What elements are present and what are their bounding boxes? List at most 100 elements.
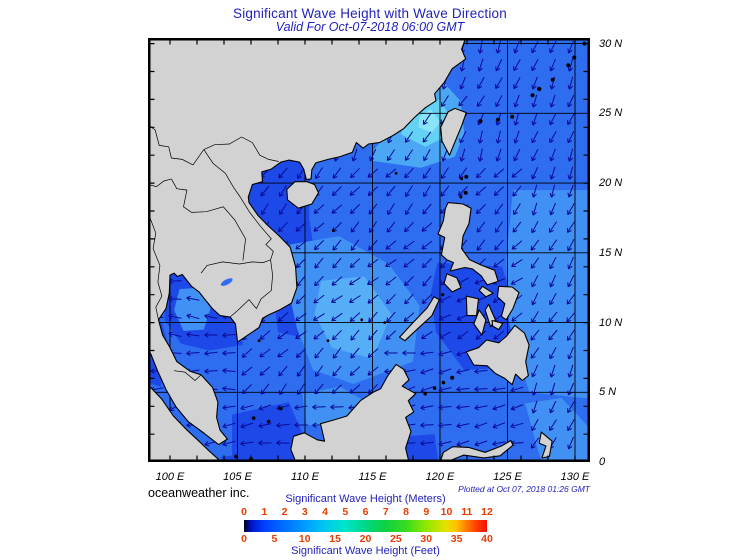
lon-label: 125 E: [493, 471, 522, 483]
feet-tick: 30: [420, 533, 433, 545]
lon-label: 130 E: [560, 471, 590, 483]
island-speck: [460, 177, 464, 181]
lat-label: 10 N: [599, 316, 623, 329]
land-polygon: [473, 309, 487, 336]
island-speck: [278, 406, 283, 411]
country-border: [171, 178, 246, 261]
island-speck: [478, 119, 483, 123]
island-speck: [572, 55, 577, 60]
meters-tick: 1: [261, 506, 268, 518]
country-border: [147, 178, 172, 187]
island-speck: [432, 386, 437, 390]
island-speck: [383, 321, 387, 324]
meters-tick: 2: [281, 506, 288, 518]
feet-tick: 25: [390, 533, 402, 545]
lon-label: 110 E: [291, 471, 319, 483]
island-speck: [566, 63, 571, 68]
meters-tick: 4: [322, 506, 328, 518]
lon-label: 100 E: [155, 471, 185, 483]
island-speck: [450, 375, 455, 380]
country-border: [147, 124, 205, 166]
island-speck: [530, 93, 535, 98]
island-speck: [423, 391, 428, 396]
map-frame: [147, 37, 596, 467]
tonle-sap-lake: [220, 278, 233, 286]
valid-time-subtitle: Valid For Oct-07-2018 06:00 GMT: [275, 20, 465, 34]
island-speck: [251, 416, 256, 420]
country-border: [203, 136, 279, 162]
lat-label: 30 N: [599, 37, 623, 50]
island-speck: [496, 117, 501, 122]
lat-label: 20 N: [599, 177, 623, 190]
lon-label: 115 E: [358, 471, 387, 483]
land-polygon: [398, 296, 440, 342]
island-speck: [234, 454, 239, 459]
meters-tick: 10: [440, 506, 453, 518]
island-speck: [459, 195, 463, 199]
island-speck: [257, 339, 261, 343]
island-speck: [360, 318, 364, 322]
land-polygon: [437, 202, 499, 286]
island-speck: [510, 114, 515, 119]
land-polygon: [465, 295, 480, 317]
lat-label: 0: [599, 456, 606, 468]
land-polygon: [440, 107, 467, 156]
island-speck: [550, 77, 555, 82]
country-border: [200, 259, 273, 318]
land-polygon: [491, 319, 504, 331]
land-polygon: [147, 37, 467, 446]
legend-title-feet: Significant Wave Height (Feet): [291, 545, 440, 557]
feet-tick: 15: [329, 533, 341, 545]
page-title: Significant Wave Height with Wave Direct…: [233, 6, 507, 21]
meters-tick: 0: [241, 506, 247, 518]
island-speck: [394, 171, 398, 175]
feet-tick: 20: [359, 533, 372, 545]
plotted-at-timestamp: Plotted at Oct 07, 2018 01:26 GMT: [458, 484, 590, 494]
island-speck: [326, 339, 330, 343]
land-polygon: [443, 273, 462, 293]
land-polygon: [538, 431, 553, 459]
lon-label: 120 E: [425, 471, 455, 483]
lat-label: 5 N: [599, 386, 617, 399]
legend-title-meters: Significant Wave Height (Meters): [285, 493, 446, 505]
country-border: [174, 370, 202, 381]
wave-height-colorbar: [244, 520, 487, 532]
land-polygon: [438, 439, 514, 467]
land-polygon: [290, 363, 417, 467]
land-polygon: [478, 285, 494, 298]
island-speck: [266, 419, 271, 424]
legend-feet-ticks: 0 5 10 15 20 25 30 35 40: [0, 533, 755, 545]
oceanweather-credit: oceanweather inc.: [148, 486, 250, 500]
meters-tick: 8: [403, 506, 409, 518]
feet-tick: 5: [271, 533, 278, 545]
island-speck: [441, 293, 445, 297]
meters-tick: 7: [382, 506, 389, 518]
island-speck: [441, 380, 446, 385]
country-border: [203, 149, 274, 260]
island-speck: [537, 86, 542, 92]
feet-tick: 35: [450, 533, 463, 545]
feet-tick: 0: [241, 533, 247, 545]
island-speck: [463, 190, 468, 195]
lat-label: 25 N: [599, 107, 623, 120]
lat-label: 15 N: [599, 246, 623, 259]
feet-tick: 10: [298, 533, 311, 545]
land-polygon: [465, 324, 530, 386]
island-speck: [464, 174, 469, 179]
meters-tick: 11: [461, 506, 473, 518]
wave-map-canvas: [147, 37, 596, 467]
island-speck: [331, 229, 335, 232]
meters-tick: 12: [481, 506, 493, 518]
feet-tick: 40: [481, 533, 493, 545]
land-polygon: [496, 285, 520, 321]
lon-label: 105 E: [223, 471, 252, 483]
meters-tick: 3: [301, 506, 308, 518]
country-border: [147, 212, 163, 320]
meters-tick: 9: [423, 506, 430, 518]
meters-tick: 5: [342, 506, 349, 518]
legend-meters-ticks: 0 1 2 3 4 5 6 7 8 9 10 11 12: [0, 506, 755, 518]
map-border: [148, 38, 590, 462]
land-polygon: [286, 181, 320, 209]
meters-tick: 6: [362, 506, 369, 518]
